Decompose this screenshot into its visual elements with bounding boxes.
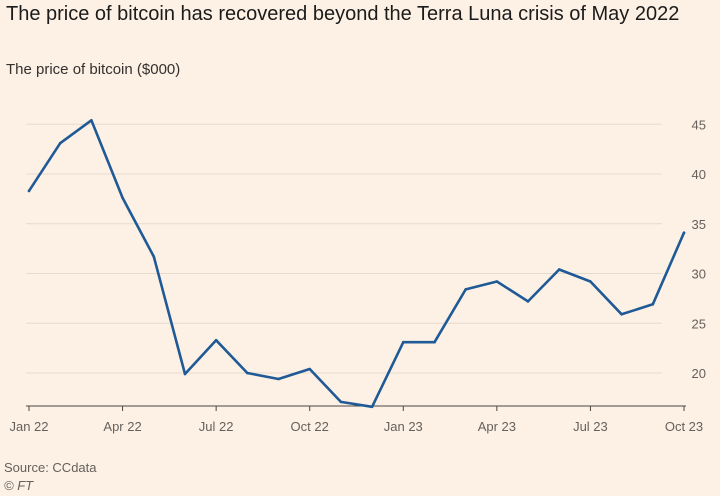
y-tick-label: 30 xyxy=(692,267,706,282)
data-point xyxy=(339,400,343,404)
copyright-note: © FT xyxy=(4,478,34,493)
data-point xyxy=(526,300,530,303)
data-point xyxy=(90,119,93,122)
chart-title: The price of bitcoin has recovered beyon… xyxy=(6,3,680,25)
y-tick-label: 20 xyxy=(692,366,706,381)
data-point xyxy=(682,231,686,234)
x-tick-label: Jan 23 xyxy=(384,419,423,434)
data-point xyxy=(495,280,499,283)
y-tick-label: 35 xyxy=(692,217,706,232)
data-point xyxy=(370,405,374,409)
data-point xyxy=(651,303,655,306)
data-point xyxy=(214,338,218,342)
data-point xyxy=(121,196,124,200)
y-tick-label: 25 xyxy=(692,316,706,331)
x-tick-label: Jan 22 xyxy=(9,419,48,434)
data-point xyxy=(464,288,468,291)
chart-subtitle: The price of bitcoin ($000) xyxy=(6,61,181,78)
data-point xyxy=(27,189,31,193)
data-point xyxy=(58,141,62,145)
y-tick-label: 45 xyxy=(692,117,706,132)
data-point xyxy=(433,340,436,344)
data-point xyxy=(308,367,312,371)
source-note: Source: CCdata xyxy=(4,460,97,475)
x-tick-label: Oct 22 xyxy=(291,419,329,434)
x-tick-label: Oct 23 xyxy=(665,419,703,434)
data-point xyxy=(620,313,623,316)
y-tick-label: 40 xyxy=(692,167,706,182)
x-tick-label: Jul 22 xyxy=(199,419,234,434)
x-tick-label: Jul 23 xyxy=(573,419,608,434)
data-point xyxy=(277,377,280,381)
data-point xyxy=(183,372,187,376)
x-tick-label: Apr 23 xyxy=(478,419,516,434)
data-point xyxy=(246,371,249,375)
bitcoin-price-line xyxy=(27,119,686,409)
x-tick-label: Apr 22 xyxy=(103,419,141,434)
data-point xyxy=(557,268,561,271)
data-point xyxy=(589,280,592,283)
data-point xyxy=(402,340,405,344)
data-point xyxy=(152,255,156,258)
